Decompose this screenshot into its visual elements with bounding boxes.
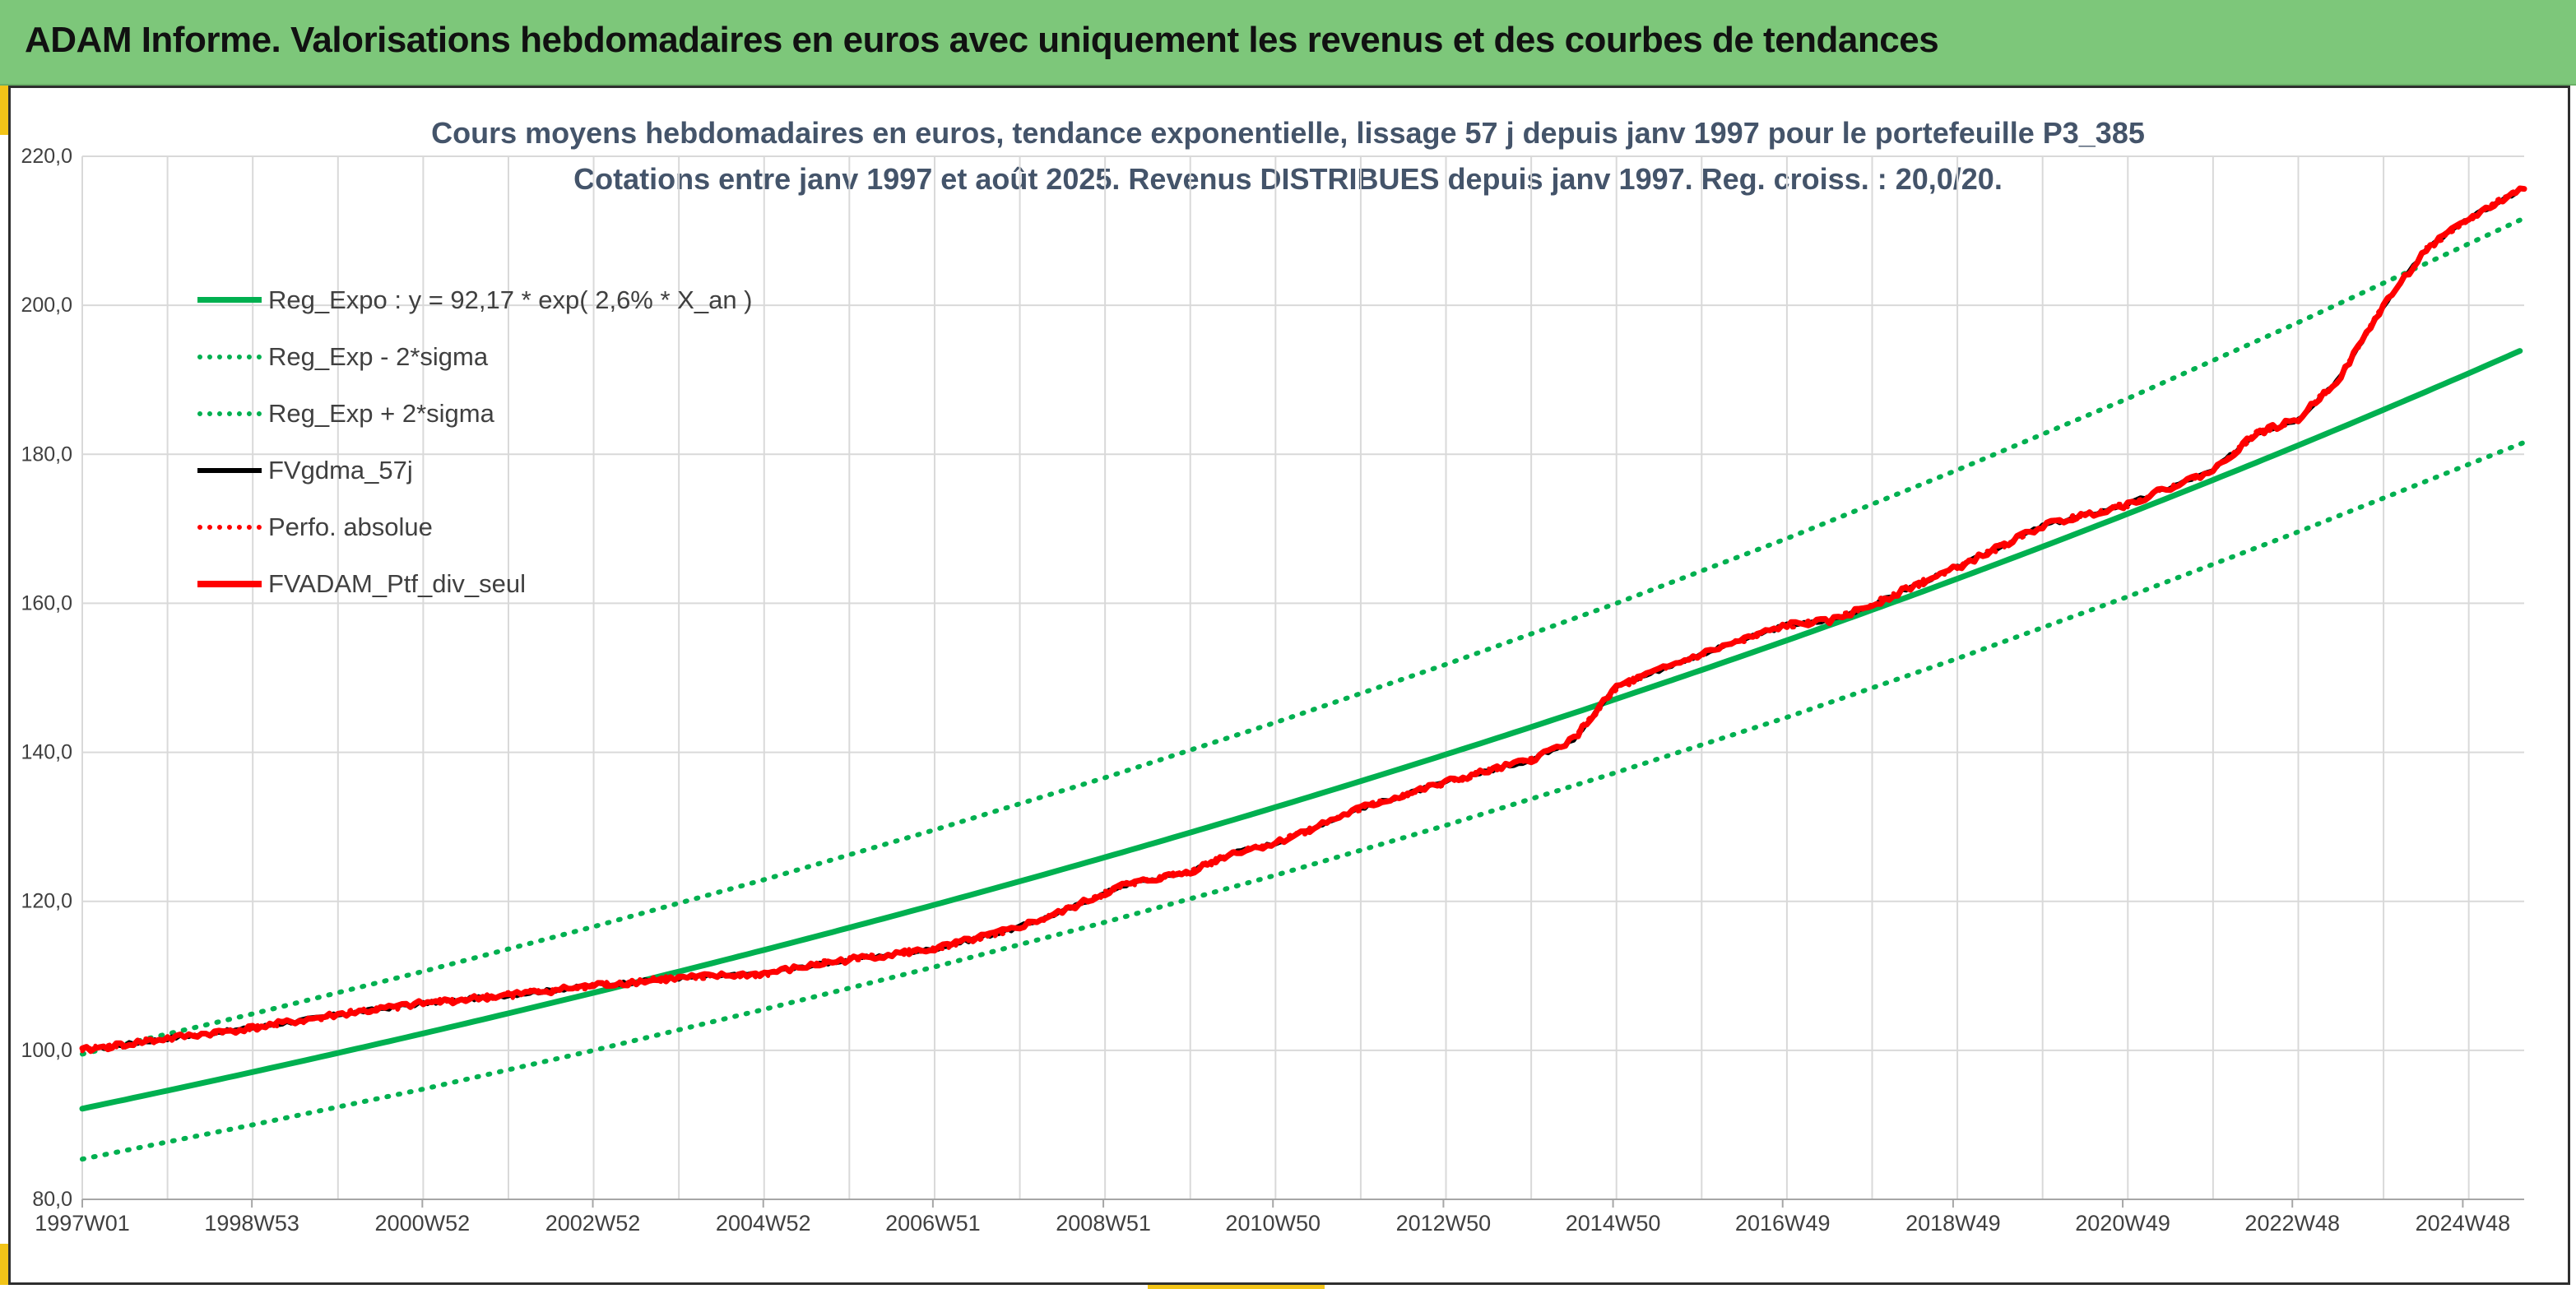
x-tick-label: 2012W50 <box>1396 1211 1492 1236</box>
accent-bar-bottom <box>1148 1285 1325 1289</box>
legend-swatch-reg-expo <box>197 297 262 303</box>
legend-label-fvgdma: FVgdma_57j <box>268 455 413 485</box>
legend-item-reg-exp-plus: Reg_Exp + 2*sigma <box>197 385 753 442</box>
y-tick-label: 140,0 <box>21 741 72 764</box>
legend-label-reg-expo: Reg_Expo : y = 92,17 * exp( 2,6% * X_an … <box>268 285 753 314</box>
y-tick-label: 200,0 <box>21 294 72 317</box>
series-lines <box>79 184 2527 1162</box>
x-tick-label: 1997W01 <box>35 1211 130 1236</box>
chart-subtitle: Cotations entre janv 1997 et août 2025. … <box>573 162 2003 196</box>
series-line-band-1 <box>80 439 2527 1162</box>
series-line-portfolio-5 <box>79 185 2527 1055</box>
y-tick-label: 80,0 <box>32 1188 72 1211</box>
x-tick-label: 2006W51 <box>885 1211 981 1236</box>
legend-swatch-reg-exp-plus <box>197 410 262 416</box>
legend-item-reg-expo: Reg_Expo : y = 92,17 * exp( 2,6% * X_an … <box>197 271 753 328</box>
y-tick-label: 120,0 <box>21 890 72 913</box>
x-tick-label: 2014W50 <box>1566 1211 1661 1236</box>
legend-swatch-fvgdma <box>197 467 262 473</box>
x-tick-label: 2000W52 <box>375 1211 471 1236</box>
legend-item-fvgdma: FVgdma_57j <box>197 442 753 498</box>
y-tick-label: 160,0 <box>21 591 72 614</box>
x-tick-label: 2024W48 <box>2416 1211 2511 1236</box>
chart-legend: Reg_Expo : y = 92,17 * exp( 2,6% * X_an … <box>197 271 753 612</box>
legend-label-reg-exp-minus: Reg_Exp - 2*sigma <box>268 341 489 371</box>
legend-item-perfo-absolue: Perfo. absolue <box>197 498 753 555</box>
x-tick-label: 2004W52 <box>716 1211 811 1236</box>
y-tick-label: 220,0 <box>21 145 72 168</box>
y-tick-label: 100,0 <box>21 1039 72 1062</box>
report-banner: ADAM Informe. Valorisations hebdomadaire… <box>0 0 2576 86</box>
legend-swatch-perfo-absolue <box>197 524 262 530</box>
legend-item-fvadam: FVADAM_Ptf_div_seul <box>197 555 753 612</box>
y-tick-label: 180,0 <box>21 443 72 466</box>
legend-swatch-reg-exp-minus <box>197 354 262 359</box>
legend-label-fvadam: FVADAM_Ptf_div_seul <box>268 568 526 598</box>
x-tick-label: 2018W49 <box>1905 1211 2001 1236</box>
legend-item-reg-exp-minus: Reg_Exp - 2*sigma <box>197 328 753 385</box>
accent-bar-left <box>0 86 8 135</box>
x-tick-label: 2008W51 <box>1056 1211 1151 1236</box>
x-tick-label: 2020W49 <box>2075 1211 2170 1236</box>
axis-ticks: 80,0 100,0 120,0 140,0 160,0 180,0 200,0 220,0 1… <box>21 145 2510 1236</box>
x-tick-label: 2016W49 <box>1735 1211 1831 1236</box>
x-tick-label: 2010W50 <box>1225 1211 1320 1236</box>
x-tick-label: 2002W52 <box>545 1211 641 1236</box>
x-tick-label: 2022W48 <box>2244 1211 2340 1236</box>
legend-swatch-fvadam <box>197 580 262 587</box>
report-title: ADAM Informe. Valorisations hebdomadaire… <box>25 20 1939 60</box>
chart-title: Cours moyens hebdomadaires en euros, ten… <box>431 116 2145 150</box>
series-line-regression-0 <box>79 348 2523 1112</box>
legend-label-perfo-absolue: Perfo. absolue <box>268 512 433 541</box>
x-tick-label: 1998W53 <box>204 1211 299 1236</box>
accent-bar-bottom-left <box>0 1244 8 1285</box>
legend-label-reg-exp-plus: Reg_Exp + 2*sigma <box>268 398 494 428</box>
